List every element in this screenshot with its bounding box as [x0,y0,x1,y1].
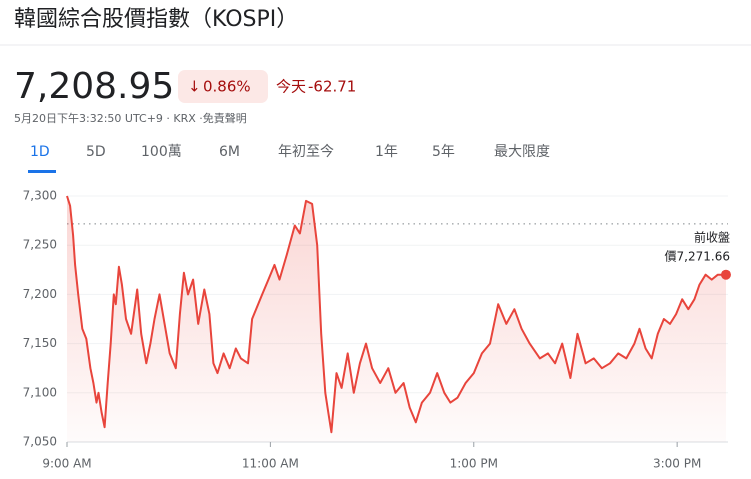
tab-underline [28,170,56,173]
y-tick-label: 7,300 [23,189,57,203]
today-label: 今天 [276,78,306,96]
y-tick-label: 7,250 [23,238,57,252]
x-tick-label: 1:00 PM [450,457,498,471]
y-tick-label: 7,100 [23,385,57,399]
change-badge [178,70,268,103]
y-tick-label: 7,050 [23,435,57,449]
previous-close-label: 價7,271.66 [665,250,730,264]
x-tick-label: 9:00 AM [42,457,91,471]
price: 7,208.95 [14,66,174,107]
tab[interactable]: 最大限度 [494,144,550,160]
tab[interactable]: 1D [30,144,50,160]
tab[interactable]: 6M [219,144,240,160]
timestamp: 5月20日下午3:32:50 UTC+9 · KRX ·免責聲明 [14,111,247,125]
previous-close-label: 前收盤 [694,230,730,245]
y-tick-label: 7,200 [23,287,57,301]
x-tick-label: 3:00 PM [653,457,701,471]
plot: 7,050 7,100 7,150 7,200 7,250 7,300 9:00 AM 11:… [23,189,731,471]
x-tick-label: 11:00 AM [242,457,299,471]
change-percent: 0.86% [203,78,251,96]
tab[interactable]: 5年 [432,144,455,160]
tab[interactable]: 100萬 [141,144,182,160]
y-tick-label: 7,150 [23,336,57,350]
area [67,196,726,442]
last-point [720,269,731,280]
price-line [66,195,726,434]
tab[interactable]: 1年 [375,144,398,160]
tabs: 1D 5D 100萬 6M 年初至今 1年 5年 最大限度 [28,143,550,173]
tab[interactable]: 年初至今 [278,143,334,160]
down-arrow: ↓ [188,78,201,96]
title: 韓國綜合股價指數（KOSPI） [14,7,298,32]
change-value: -62.71 [308,78,356,96]
tab[interactable]: 5D [86,144,106,160]
